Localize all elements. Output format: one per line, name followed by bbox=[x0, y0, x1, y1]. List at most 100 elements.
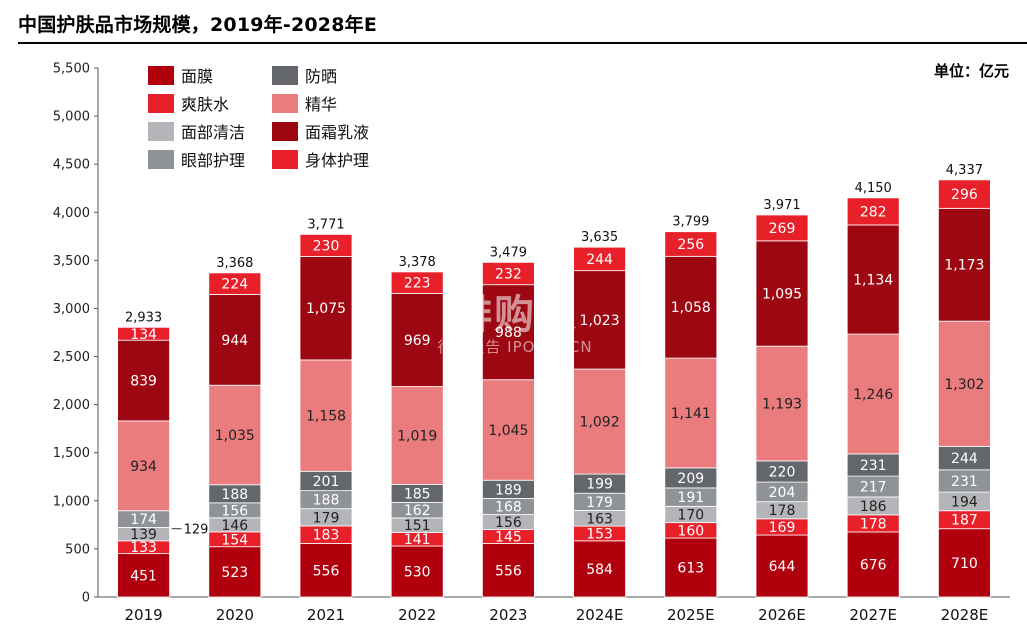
bar-segment bbox=[573, 246, 626, 272]
segment-value-label: 613 bbox=[677, 561, 704, 577]
segment-value-label: 584 bbox=[586, 562, 613, 578]
segment-value-label: 186 bbox=[860, 499, 887, 515]
segment-value-label: 134 bbox=[130, 327, 157, 343]
bar-segment bbox=[299, 256, 353, 361]
segment-value-label: 1,173 bbox=[944, 258, 984, 274]
segment-value-label: 1,095 bbox=[762, 286, 802, 302]
segment-value-label: 174 bbox=[130, 512, 157, 528]
total-value-label: 3,635 bbox=[581, 230, 618, 245]
total-value-label: 2,933 bbox=[125, 310, 162, 325]
segment-value-label: 556 bbox=[495, 563, 522, 579]
y-tick-label: 1,500 bbox=[53, 446, 90, 461]
total-value-label: 4,337 bbox=[946, 163, 983, 178]
bar-segment bbox=[390, 386, 444, 485]
bar-segment bbox=[664, 357, 718, 469]
bar-segment bbox=[755, 240, 809, 347]
bar-segment bbox=[481, 284, 535, 381]
segment-value-label: 1,246 bbox=[853, 387, 893, 403]
segment-value-label: 1,075 bbox=[306, 301, 346, 317]
bar-segment bbox=[299, 543, 353, 598]
legend-swatch bbox=[272, 122, 298, 141]
segment-value-label: 170 bbox=[677, 507, 704, 523]
segment-value-label: 451 bbox=[130, 568, 157, 584]
segment-value-label: 162 bbox=[404, 503, 431, 519]
segment-value-label: 710 bbox=[951, 556, 978, 572]
segment-value-label: 1,045 bbox=[488, 423, 528, 439]
bar-segment bbox=[208, 272, 262, 295]
bar-segment bbox=[208, 294, 262, 386]
legend-label: 爽肤水 bbox=[181, 95, 229, 114]
segment-value-label: 1,035 bbox=[215, 428, 255, 444]
x-tick-label: 2027E bbox=[849, 606, 897, 624]
segment-value-label: 1,141 bbox=[671, 406, 711, 422]
bar-segment bbox=[573, 368, 626, 475]
segment-value-label: 556 bbox=[313, 563, 340, 579]
segment-value-label: 223 bbox=[404, 276, 431, 292]
segment-value-label: 187 bbox=[951, 513, 978, 529]
segment-value-label: 1,158 bbox=[306, 409, 346, 425]
segment-value-label: 1,019 bbox=[397, 429, 437, 445]
legend-swatch bbox=[272, 66, 298, 85]
segment-value-label: 530 bbox=[404, 565, 431, 581]
bar-segment bbox=[481, 261, 535, 286]
bar-segment bbox=[664, 231, 718, 257]
segment-value-label: 934 bbox=[130, 459, 157, 475]
segment-value-label: 209 bbox=[677, 471, 704, 487]
segment-value-label: 139 bbox=[130, 527, 157, 543]
segment-value-label: 523 bbox=[221, 565, 248, 581]
segment-value-label: 146 bbox=[221, 518, 248, 534]
segment-value-label: 296 bbox=[951, 187, 978, 203]
y-tick-label: 3,000 bbox=[53, 302, 90, 317]
segment-value-label: 156 bbox=[495, 515, 522, 531]
segment-value-label: 244 bbox=[586, 252, 613, 268]
segment-value-label: 1,193 bbox=[762, 397, 802, 413]
segment-value-label: 169 bbox=[769, 520, 796, 536]
x-tick-label: 2023 bbox=[489, 606, 527, 624]
total-value-label: 4,150 bbox=[855, 181, 892, 196]
legend-label: 眼部护理 bbox=[181, 151, 245, 170]
x-tick-label: 2021 bbox=[307, 606, 345, 624]
bar-segment bbox=[664, 537, 718, 598]
legend-swatch bbox=[148, 122, 174, 141]
x-tick-label: 2025E bbox=[667, 606, 715, 624]
bar-segment bbox=[299, 233, 353, 257]
bar-segment bbox=[846, 333, 900, 455]
x-axis: 2019 2020 2021 2022 2023 2024E 2025E 2026E 2027E… bbox=[98, 596, 1010, 624]
segment-value-label: 178 bbox=[860, 516, 887, 532]
segment-value-label: 141 bbox=[404, 532, 431, 548]
total-value-label: 3,378 bbox=[399, 255, 436, 270]
segment-value-label: 282 bbox=[860, 204, 887, 220]
bar-segment bbox=[846, 197, 900, 226]
bar-segment bbox=[390, 545, 444, 598]
segment-value-label: 988 bbox=[495, 325, 522, 341]
annotation-label: 129 bbox=[184, 523, 209, 538]
segment-value-label: 1,058 bbox=[671, 300, 711, 316]
legend-swatch bbox=[148, 94, 174, 113]
segment-value-label: 232 bbox=[495, 267, 522, 283]
bar-segment bbox=[664, 255, 718, 359]
segment-value-label: 163 bbox=[586, 511, 613, 527]
legend-swatch bbox=[148, 150, 174, 169]
segment-value-label: 191 bbox=[677, 490, 704, 506]
y-tick-label: 5,500 bbox=[53, 62, 90, 77]
bars: 4511331391749348391342,93352315414615618… bbox=[117, 163, 991, 598]
bar-segment bbox=[117, 326, 170, 341]
x-tick-label: 2022 bbox=[398, 606, 436, 624]
bar-segment bbox=[755, 345, 809, 462]
segment-value-label: 133 bbox=[130, 540, 157, 556]
x-tick-label: 2024E bbox=[576, 606, 624, 624]
segment-value-label: 944 bbox=[221, 333, 248, 349]
unit-label: 单位：亿元 bbox=[933, 62, 1009, 80]
x-tick-label: 2019 bbox=[125, 606, 163, 624]
bar-segment bbox=[208, 384, 262, 486]
y-tick-label: 3,500 bbox=[53, 254, 90, 269]
segment-value-label: 839 bbox=[130, 374, 157, 390]
y-tick-label: 1,000 bbox=[53, 494, 90, 509]
segment-value-label: 189 bbox=[495, 482, 522, 498]
segment-value-label: 1,092 bbox=[580, 415, 620, 431]
segment-value-label: 179 bbox=[313, 510, 340, 526]
segment-value-label: 156 bbox=[221, 503, 248, 519]
segment-value-label: 217 bbox=[860, 480, 887, 496]
